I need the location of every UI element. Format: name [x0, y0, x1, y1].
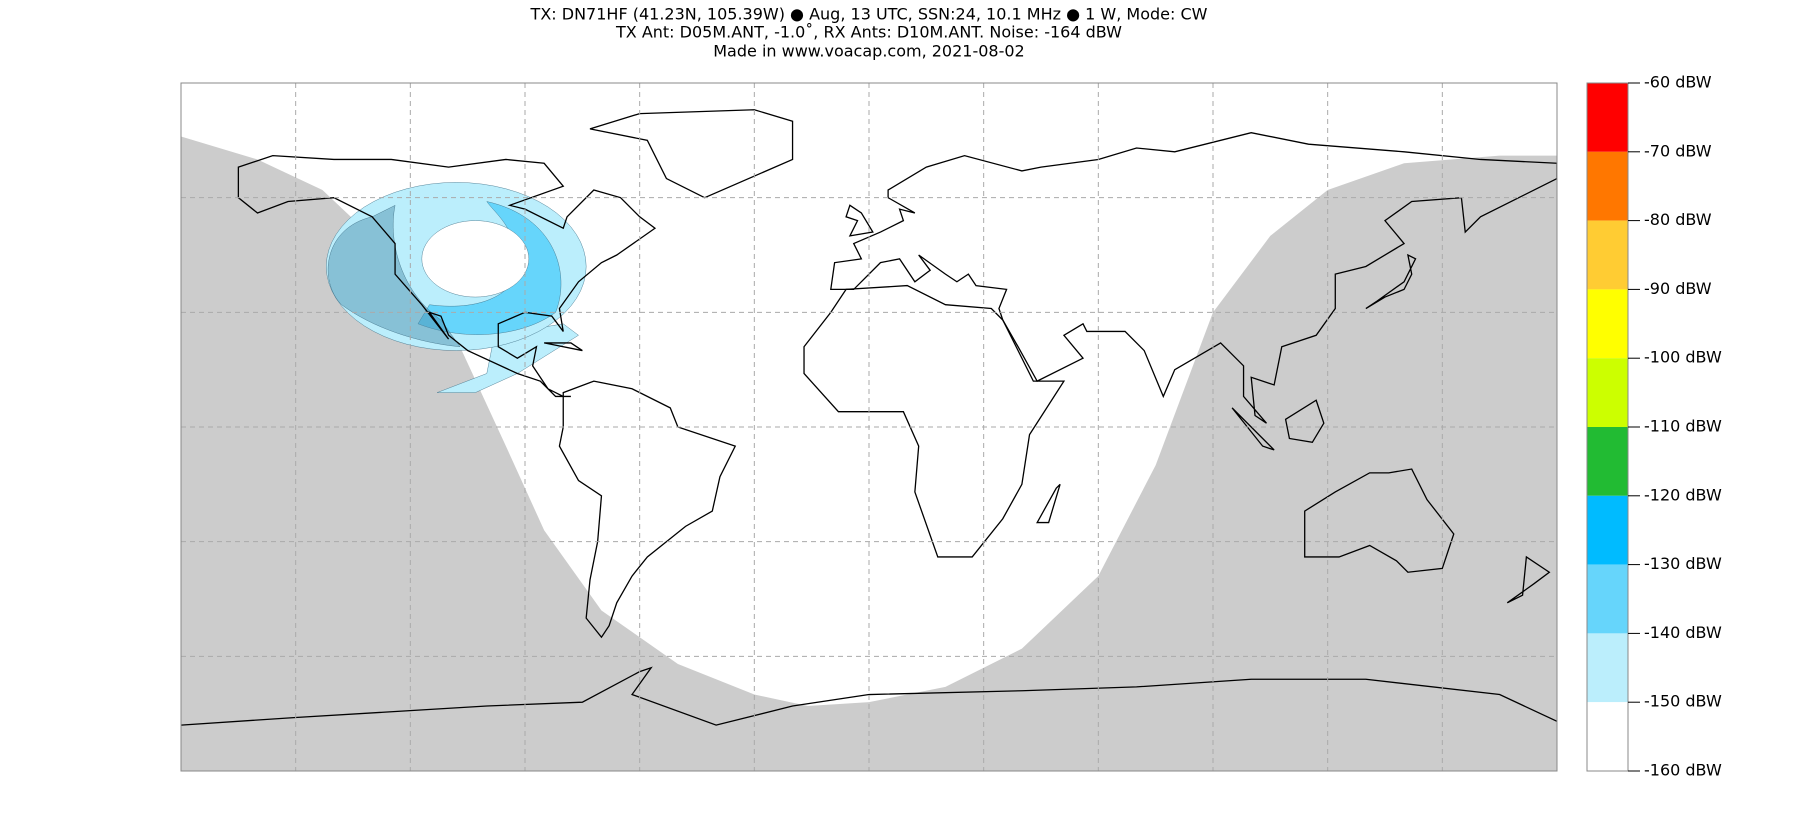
color-band	[1587, 151, 1628, 221]
colorbar-label: -90 dBW	[1644, 279, 1712, 298]
map	[181, 83, 1557, 771]
color-band	[1587, 633, 1628, 703]
colorbar-label: -150 dBW	[1644, 692, 1722, 711]
colorbar: -60 dBW -70 dBW -80 dBW -90 dBW -100 dBW -110…	[1586, 73, 1722, 780]
colorbar-label: -130 dBW	[1644, 554, 1722, 573]
color-band	[1587, 702, 1628, 771]
colorbar-label: -70 dBW	[1644, 141, 1712, 160]
color-band	[1587, 495, 1628, 565]
title-line: Made in www.voacap.com, 2021-08-02	[713, 42, 1024, 61]
coverage	[326, 182, 586, 392]
colorbar-label: -80 dBW	[1644, 210, 1712, 229]
color-band	[1587, 564, 1628, 634]
color-band	[1587, 220, 1628, 290]
color-band	[1587, 289, 1628, 359]
color-band	[1587, 427, 1628, 496]
colorbar-label: -60 dBW	[1644, 73, 1712, 92]
title-line: TX: DN71HF (41.23N, 105.39W) ● Aug, 13 U…	[530, 5, 1208, 24]
colorbar-label: -110 dBW	[1644, 417, 1722, 436]
title-line: TX Ant: D05M.ANT, -1.0˚, RX Ants: D10M.A…	[615, 23, 1122, 42]
colorbar-label: -120 dBW	[1644, 485, 1722, 504]
title: TX: DN71HF (41.23N, 105.39W) ● Aug, 13 U…	[530, 5, 1208, 61]
colorbar-label: -160 dBW	[1644, 761, 1722, 780]
graticule	[181, 83, 1557, 771]
colorbar-label: -100 dBW	[1644, 348, 1722, 367]
coastlines	[181, 110, 1557, 725]
color-band	[1587, 83, 1628, 152]
color-band	[1587, 358, 1628, 427]
colorbar-label: -140 dBW	[1644, 623, 1722, 642]
map-frame	[180, 82, 1558, 772]
